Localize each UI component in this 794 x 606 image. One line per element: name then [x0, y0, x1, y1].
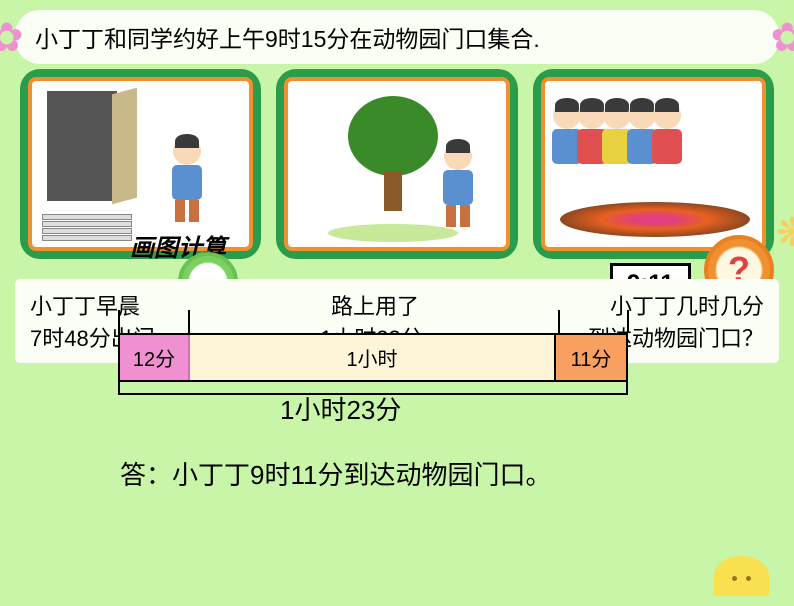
- kids-group: [555, 101, 680, 171]
- smiley-face-icon: [714, 556, 769, 596]
- kid-illustration: [164, 137, 209, 222]
- panel-arrival: [533, 69, 774, 259]
- problem-header: 小丁丁和同学约好上午9时15分在动物园门口集合.: [15, 10, 779, 64]
- kid-illustration: [436, 142, 481, 227]
- segment-12min: 12分: [120, 335, 190, 380]
- flower-decoration: ✿: [770, 15, 794, 61]
- header-text: 小丁丁和同学约好上午9时15分在动物园门口集合.: [35, 26, 540, 52]
- tick-mark: [627, 310, 629, 333]
- segment-11min: 11分: [556, 335, 626, 380]
- flower-bed-illustration: [560, 202, 750, 237]
- q-line1-left: 小丁丁早晨: [30, 289, 140, 321]
- tree-illustration: [348, 96, 438, 211]
- tick-mark: [118, 310, 120, 333]
- segment-1hour: 1小时: [190, 335, 556, 380]
- q-line1-right: 小丁丁几时几分: [610, 289, 764, 321]
- steps-illustration: [42, 214, 132, 242]
- illustration-panels: [0, 69, 794, 259]
- final-answer: 答：小丁丁9时11分到达动物园门口。: [120, 455, 551, 492]
- flower-decoration: ❋: [775, 210, 794, 256]
- total-duration-label: 1小时23分: [280, 390, 401, 427]
- panel-journey: [276, 69, 517, 259]
- q-line1-mid: 路上用了: [331, 289, 419, 321]
- timeline-bar: 12分 1小时 11分: [118, 333, 628, 382]
- tick-mark: [558, 310, 560, 333]
- tick-mark: [188, 310, 190, 333]
- flower-decoration: ✿: [0, 15, 24, 61]
- door-illustration: [47, 91, 117, 201]
